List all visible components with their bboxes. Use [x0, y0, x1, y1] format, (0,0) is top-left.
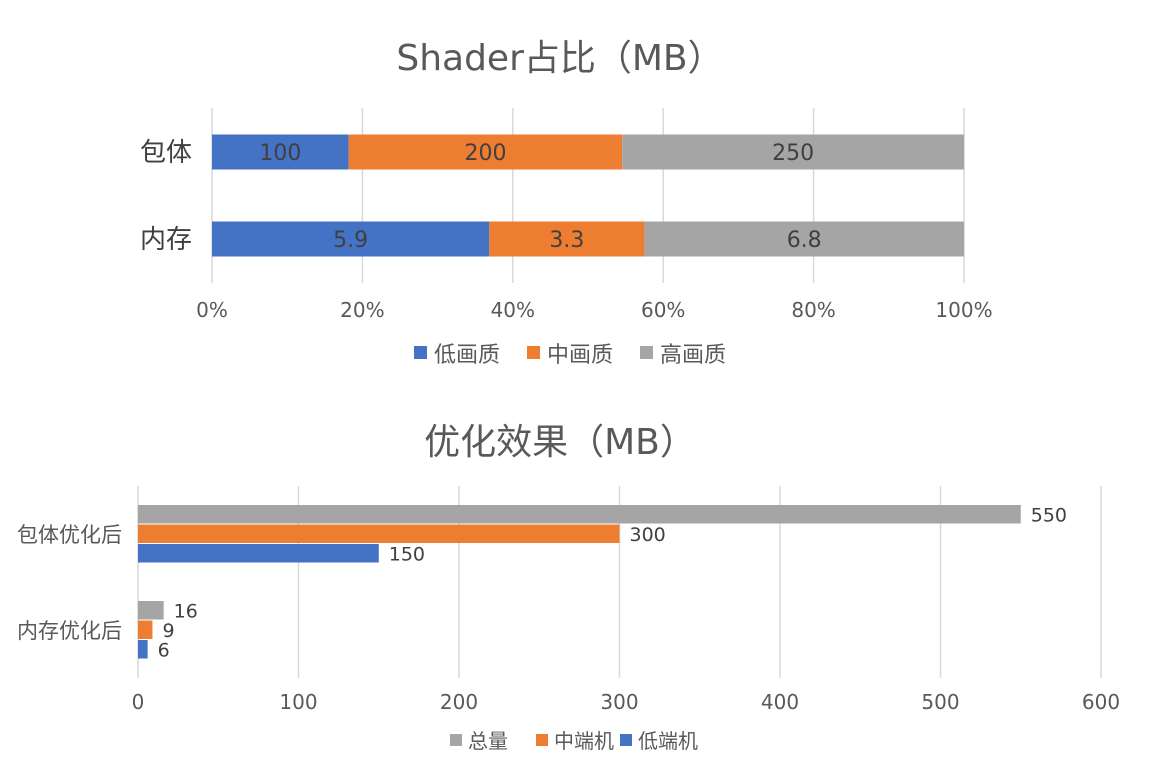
x-tick-label: 40%	[491, 298, 535, 322]
bar	[138, 601, 164, 620]
x-tick-labels: 0% 20% 40% 60% 80% 100%	[196, 298, 992, 322]
gridlines	[211, 108, 965, 283]
data-label: 100	[259, 141, 301, 166]
bar	[138, 620, 153, 639]
data-label: 300	[630, 524, 666, 546]
bar-segment	[489, 221, 645, 257]
bar-segment	[212, 221, 490, 257]
x-tick-label: 400	[761, 690, 799, 714]
x-tick-label: 60%	[641, 298, 685, 322]
legend: 总量 中端机 低端机	[450, 729, 698, 753]
bar	[138, 505, 1021, 524]
bar-segment	[644, 221, 964, 257]
x-tick-label: 500	[921, 690, 959, 714]
bar	[138, 640, 148, 659]
category-label: 内存优化后	[17, 619, 122, 643]
data-label: 550	[1031, 504, 1067, 526]
legend-swatch	[640, 346, 653, 359]
legend-label: 低画质	[434, 343, 500, 368]
x-tick-labels: 0 100 200 300 400 500 600	[132, 690, 1120, 714]
bar	[138, 544, 379, 563]
category-label: 包体优化后	[17, 523, 122, 547]
data-label: 200	[464, 141, 506, 166]
x-tick-label: 600	[1082, 690, 1120, 714]
chart-title: 优化效果（MB）	[424, 422, 696, 463]
data-label: 3.3	[549, 228, 584, 253]
x-tick-label: 300	[600, 690, 638, 714]
legend-swatch	[536, 734, 548, 746]
legend-swatch	[450, 734, 462, 746]
legend: 低画质 中画质 高画质	[414, 343, 726, 368]
legend-label: 总量	[468, 729, 508, 753]
data-label: 9	[162, 620, 174, 642]
x-tick-label: 20%	[340, 298, 384, 322]
legend-label: 中端机	[554, 729, 614, 753]
x-tick-label: 80%	[791, 298, 835, 322]
data-label: 16	[174, 600, 198, 622]
chart-title: Shader占比（MB）	[396, 38, 723, 79]
legend-swatch	[527, 346, 540, 359]
data-label: 150	[389, 543, 425, 565]
category-label: 内存	[140, 225, 192, 255]
data-label: 6	[158, 639, 170, 661]
bar-segment	[212, 134, 349, 170]
bar-segment	[622, 134, 964, 170]
bars: 100 200 250 5.9 3.3 6.8	[212, 134, 964, 257]
x-tick-label: 100	[279, 690, 317, 714]
bar-segment	[348, 134, 623, 170]
category-label: 包体	[140, 138, 192, 168]
data-label: 250	[772, 141, 814, 166]
legend-label: 高画质	[660, 343, 726, 368]
x-tick-label: 200	[440, 690, 478, 714]
legend-label: 中画质	[547, 343, 613, 368]
legend-label: 低端机	[638, 729, 698, 753]
bar	[138, 524, 620, 543]
legend-swatch	[414, 346, 427, 359]
x-tick-label: 100%	[935, 298, 992, 322]
x-tick-label: 0	[132, 690, 145, 714]
data-label: 5.9	[333, 228, 368, 253]
legend-swatch	[620, 734, 632, 746]
data-label: 6.8	[787, 228, 822, 253]
x-tick-label: 0%	[196, 298, 228, 322]
